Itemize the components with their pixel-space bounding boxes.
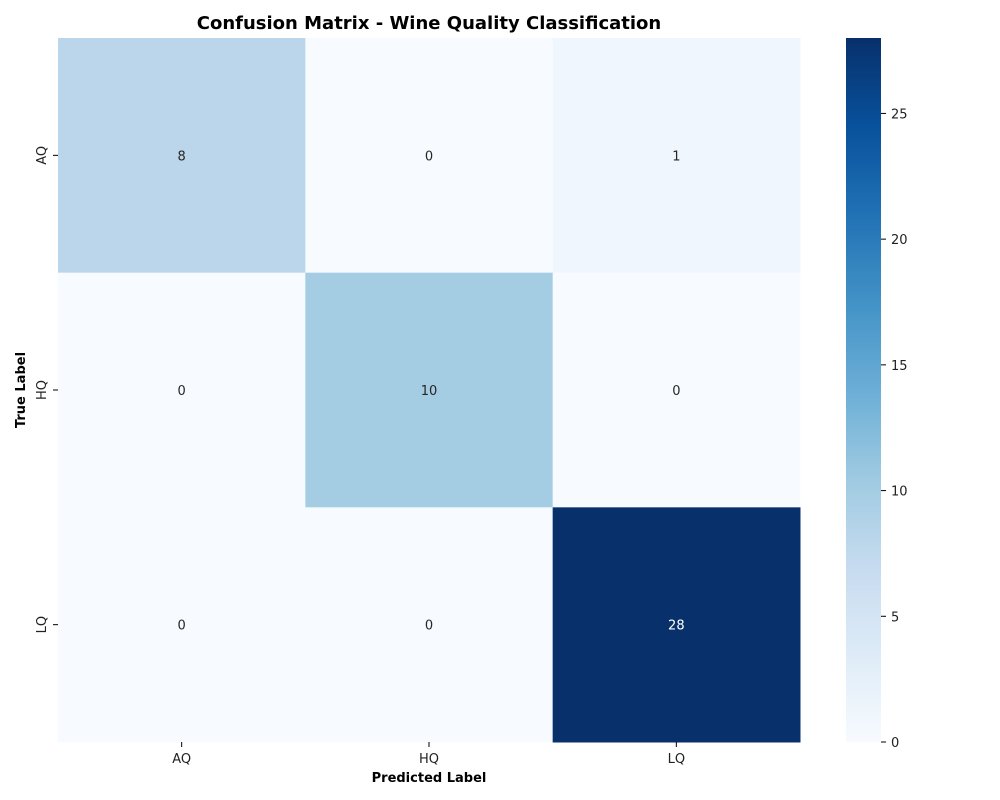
heatmap-cell-hq-lq [552,272,801,508]
heatmap-cell-lq-aq [58,507,306,743]
cell-value-label: 0 [425,149,433,164]
x-tick-label: AQ [172,752,191,767]
colorbar-tick-label: 5 [891,610,899,625]
cell-value-label: 10 [421,384,438,399]
x-tick-label: LQ [668,752,685,767]
y-tick-label: HQ [35,380,50,400]
cell-value-label: 28 [668,619,685,634]
colorbar-tick-label: 25 [891,107,908,122]
heatmap-cell-hq-aq [58,272,306,508]
heatmap-cell-lq-lq [552,507,801,743]
x-tick-label: HQ [419,752,439,767]
heatmap-cells [58,38,801,743]
colorbar-tick-label: 20 [891,233,908,248]
cell-value-label: 1 [672,149,680,164]
heatmap-cell-hq-hq [305,272,554,508]
y-axis-label: True Label [14,352,29,428]
y-tick-label: LQ [35,616,50,633]
colorbar [846,38,881,742]
x-axis-ticks: AQ HQ LQ [172,742,685,767]
cell-value-label: 0 [425,619,433,634]
heatmap-cell-aq-aq [58,38,306,274]
colorbar-ticks: 0 5 10 15 20 25 [881,107,908,751]
cell-value-label: 0 [178,384,186,399]
colorbar-tick-label: 10 [891,485,908,500]
cell-value-label: 8 [178,149,186,164]
heatmap-cell-labels: 8 0 10 10 00 0 28 [178,149,685,633]
heatmap-cell-lq-hq [305,507,554,743]
colorbar-tick-label: 15 [891,359,908,374]
heatmap-cell-aq-hq [305,38,554,274]
cell-value-label: 0 [672,384,680,399]
x-axis-label: Predicted Label [372,771,487,786]
y-axis-ticks: AQ HQ LQ [35,146,58,633]
cell-value-label: 0 [178,619,186,634]
chart-title: Confusion Matrix - Wine Quality Classifi… [197,13,661,34]
colorbar-tick-label: 0 [891,736,899,751]
y-tick-label: AQ [35,146,50,165]
heatmap-cell-aq-lq [552,38,801,274]
